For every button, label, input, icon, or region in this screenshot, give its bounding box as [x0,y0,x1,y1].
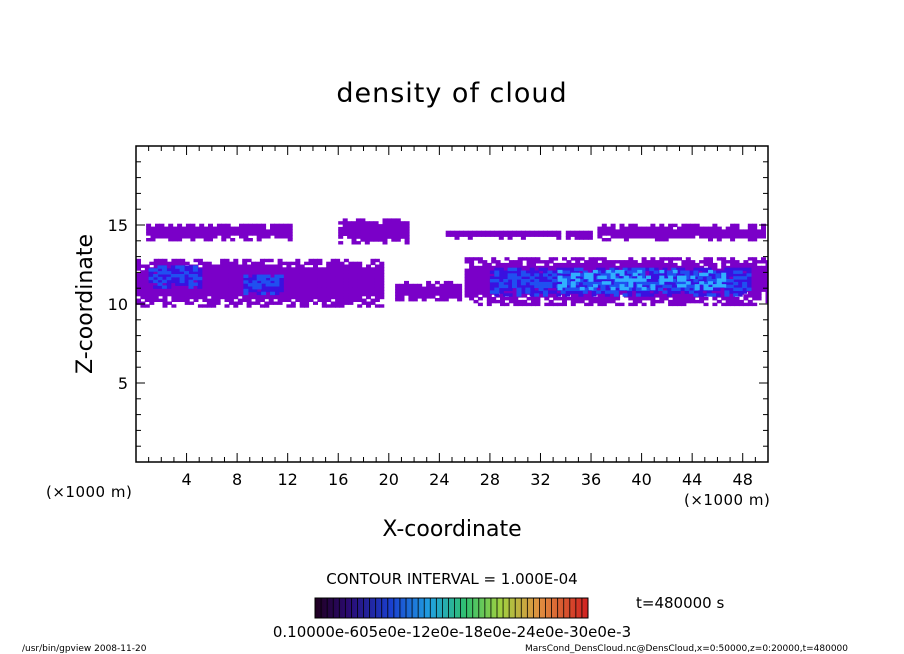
y-tick-labels: 5 10 15 [108,216,128,393]
x-tick-label: 4 [181,470,191,489]
x-tick-label: 28 [480,470,500,489]
x-tick-label: 8 [232,470,242,489]
dense-core-inner-0 [148,265,203,289]
x-unit-right: (×1000 m) [684,491,770,509]
x-tick-label: 36 [581,470,601,489]
colorbar-divisions [320,598,583,618]
peak-core-0 [557,269,727,291]
x-tick-labels: 4 8 12 16 20 24 28 32 36 40 44 48 [181,470,752,489]
colorbar-tick-labels: 0.10000e-605e0e-12e0e-18e0e-24e0e-30e0e-… [273,623,631,641]
upper-cloud-patch-2 [445,230,562,240]
time-label: t=480000 s [636,594,724,612]
x-axis-label: X-coordinate [382,517,521,542]
colorbar [314,597,589,619]
contour-interval-label: CONTOUR INTERVAL = 1.000E-04 [326,570,577,588]
x-tick-label: 12 [278,470,298,489]
dense-core-inner-1 [243,274,284,296]
x-tick-label: 20 [379,470,399,489]
axis-ticks [136,146,768,462]
upper-cloud-patch-1 [338,218,410,245]
upper-cloud-patch-0 [146,223,293,242]
x-tick-label: 48 [733,470,753,489]
footer-right: MarsCond_DensCloud.nc@DensCloud,x=0:5000… [525,644,848,654]
y-tick-label: 10 [108,295,128,314]
x-tick-label: 32 [530,470,550,489]
footer-left: /usr/bin/gpview 2008-11-20 [22,644,147,654]
x-tick-label: 24 [429,470,449,489]
x-tick-label: 40 [631,470,651,489]
y-axis-label: Z-coordinate [73,234,98,374]
upper-cloud-patch-3 [565,230,593,240]
x-unit-left: (×1000 m) [46,483,132,501]
chart-title: density of cloud [336,78,567,109]
y-tick-label: 15 [108,216,128,235]
y-tick-label: 5 [118,374,128,393]
lower-cloud-patch-1 [395,280,463,302]
density-field [136,218,768,308]
x-tick-label: 44 [682,470,702,489]
upper-cloud-patch-4 [597,223,766,242]
x-tick-label: 16 [328,470,348,489]
